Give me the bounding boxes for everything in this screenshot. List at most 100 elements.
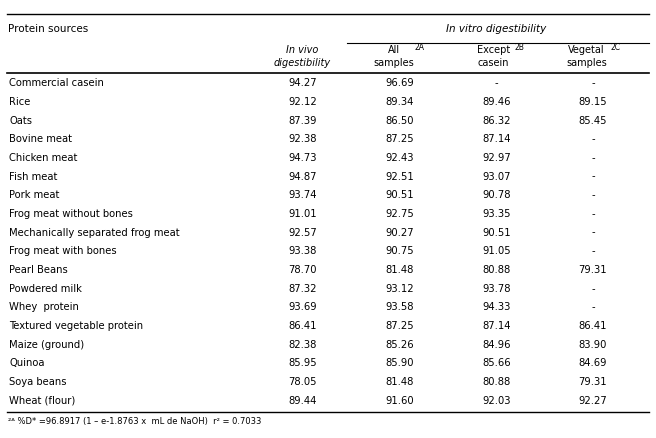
- Text: 87.25: 87.25: [386, 134, 415, 144]
- Text: 2A: 2A: [414, 43, 424, 52]
- Text: 85.95: 85.95: [288, 358, 317, 368]
- Text: 93.07: 93.07: [482, 172, 510, 182]
- Text: Whey  protein: Whey protein: [9, 302, 79, 312]
- Text: 92.38: 92.38: [288, 134, 317, 144]
- Text: 91.60: 91.60: [386, 396, 415, 406]
- Text: 90.51: 90.51: [386, 190, 415, 200]
- Text: 94.73: 94.73: [288, 153, 317, 163]
- Text: 87.32: 87.32: [288, 283, 317, 293]
- Text: Maize (ground): Maize (ground): [9, 339, 84, 350]
- Text: 89.34: 89.34: [386, 97, 414, 107]
- Text: -: -: [591, 228, 595, 237]
- Text: 78.05: 78.05: [288, 377, 317, 387]
- Text: Vegetal
samples: Vegetal samples: [566, 45, 607, 67]
- Text: 86.50: 86.50: [386, 116, 414, 126]
- Text: 93.35: 93.35: [482, 209, 510, 219]
- Text: -: -: [591, 246, 595, 256]
- Text: 92.97: 92.97: [482, 153, 511, 163]
- Text: 92.27: 92.27: [579, 396, 607, 406]
- Text: 84.69: 84.69: [579, 358, 607, 368]
- Text: 78.70: 78.70: [288, 265, 317, 275]
- Text: 93.12: 93.12: [386, 283, 415, 293]
- Text: 84.96: 84.96: [482, 339, 510, 350]
- Text: 96.69: 96.69: [386, 78, 415, 88]
- Text: Textured vegetable protein: Textured vegetable protein: [9, 321, 143, 331]
- Text: 92.57: 92.57: [288, 228, 317, 237]
- Text: 94.27: 94.27: [288, 78, 317, 88]
- Text: All
samples: All samples: [373, 45, 414, 67]
- Text: Mechanically separated frog meat: Mechanically separated frog meat: [9, 228, 180, 237]
- Text: 91.01: 91.01: [288, 209, 317, 219]
- Text: Oats: Oats: [9, 116, 32, 126]
- Text: 89.15: 89.15: [579, 97, 607, 107]
- Text: Soya beans: Soya beans: [9, 377, 67, 387]
- Text: 92.75: 92.75: [386, 209, 415, 219]
- Text: 85.90: 85.90: [386, 358, 414, 368]
- Text: 92.51: 92.51: [386, 172, 415, 182]
- Text: Rice: Rice: [9, 97, 31, 107]
- Text: Quinoa: Quinoa: [9, 358, 45, 368]
- Text: 85.45: 85.45: [579, 116, 607, 126]
- Text: 93.58: 93.58: [386, 302, 414, 312]
- Text: 94.87: 94.87: [288, 172, 317, 182]
- Text: 83.90: 83.90: [579, 339, 607, 350]
- Text: Commercial casein: Commercial casein: [9, 78, 104, 88]
- Text: 85.66: 85.66: [482, 358, 511, 368]
- Text: Frog meat with bones: Frog meat with bones: [9, 246, 117, 256]
- Text: Except
casein: Except casein: [477, 45, 510, 67]
- Text: In vivo
digestibility: In vivo digestibility: [274, 45, 331, 67]
- Text: 87.14: 87.14: [482, 321, 510, 331]
- Text: 92.12: 92.12: [288, 97, 317, 107]
- Text: 80.88: 80.88: [482, 377, 510, 387]
- Text: -: -: [591, 78, 595, 88]
- Text: ²ᴬ %D* =96.8917 (1 – e-1.8763 x  mL de NaOH)  r² = 0.7033: ²ᴬ %D* =96.8917 (1 – e-1.8763 x mL de Na…: [8, 417, 261, 426]
- Text: 87.39: 87.39: [288, 116, 317, 126]
- Text: 86.32: 86.32: [482, 116, 510, 126]
- Text: 90.75: 90.75: [386, 246, 415, 256]
- Text: -: -: [591, 302, 595, 312]
- Text: 85.26: 85.26: [386, 339, 415, 350]
- Text: 80.88: 80.88: [482, 265, 510, 275]
- Text: 93.78: 93.78: [482, 283, 510, 293]
- Text: 90.51: 90.51: [482, 228, 511, 237]
- Text: Chicken meat: Chicken meat: [9, 153, 77, 163]
- Text: 89.46: 89.46: [482, 97, 510, 107]
- Text: 87.25: 87.25: [386, 321, 415, 331]
- Text: 93.69: 93.69: [288, 302, 317, 312]
- Text: 79.31: 79.31: [579, 377, 607, 387]
- Text: Fish meat: Fish meat: [9, 172, 58, 182]
- Text: 89.44: 89.44: [288, 396, 316, 406]
- Text: -: -: [591, 190, 595, 200]
- Text: 2B: 2B: [514, 43, 524, 52]
- Text: -: -: [495, 78, 499, 88]
- Text: Wheat (flour): Wheat (flour): [9, 396, 75, 406]
- Text: Powdered milk: Powdered milk: [9, 283, 82, 293]
- Text: 87.14: 87.14: [482, 134, 510, 144]
- Text: 81.48: 81.48: [386, 265, 414, 275]
- Text: In vitro digestibility: In vitro digestibility: [446, 24, 546, 34]
- Text: 2C: 2C: [610, 43, 620, 52]
- Text: 93.38: 93.38: [288, 246, 316, 256]
- Text: -: -: [591, 283, 595, 293]
- Text: 92.03: 92.03: [482, 396, 510, 406]
- Text: -: -: [591, 209, 595, 219]
- Text: 91.05: 91.05: [482, 246, 511, 256]
- Text: 82.38: 82.38: [288, 339, 316, 350]
- Text: 90.78: 90.78: [482, 190, 510, 200]
- Text: 93.74: 93.74: [288, 190, 317, 200]
- Text: 94.33: 94.33: [482, 302, 510, 312]
- Text: Frog meat without bones: Frog meat without bones: [9, 209, 133, 219]
- Text: 92.43: 92.43: [386, 153, 414, 163]
- Text: -: -: [591, 134, 595, 144]
- Text: -: -: [591, 153, 595, 163]
- Text: Pearl Beans: Pearl Beans: [9, 265, 68, 275]
- Text: 79.31: 79.31: [579, 265, 607, 275]
- Text: 86.41: 86.41: [579, 321, 607, 331]
- Text: Pork meat: Pork meat: [9, 190, 60, 200]
- Text: 86.41: 86.41: [288, 321, 317, 331]
- Text: 90.27: 90.27: [386, 228, 415, 237]
- Text: Protein sources: Protein sources: [8, 24, 88, 34]
- Text: -: -: [591, 172, 595, 182]
- Text: Bovine meat: Bovine meat: [9, 134, 72, 144]
- Text: 81.48: 81.48: [386, 377, 414, 387]
